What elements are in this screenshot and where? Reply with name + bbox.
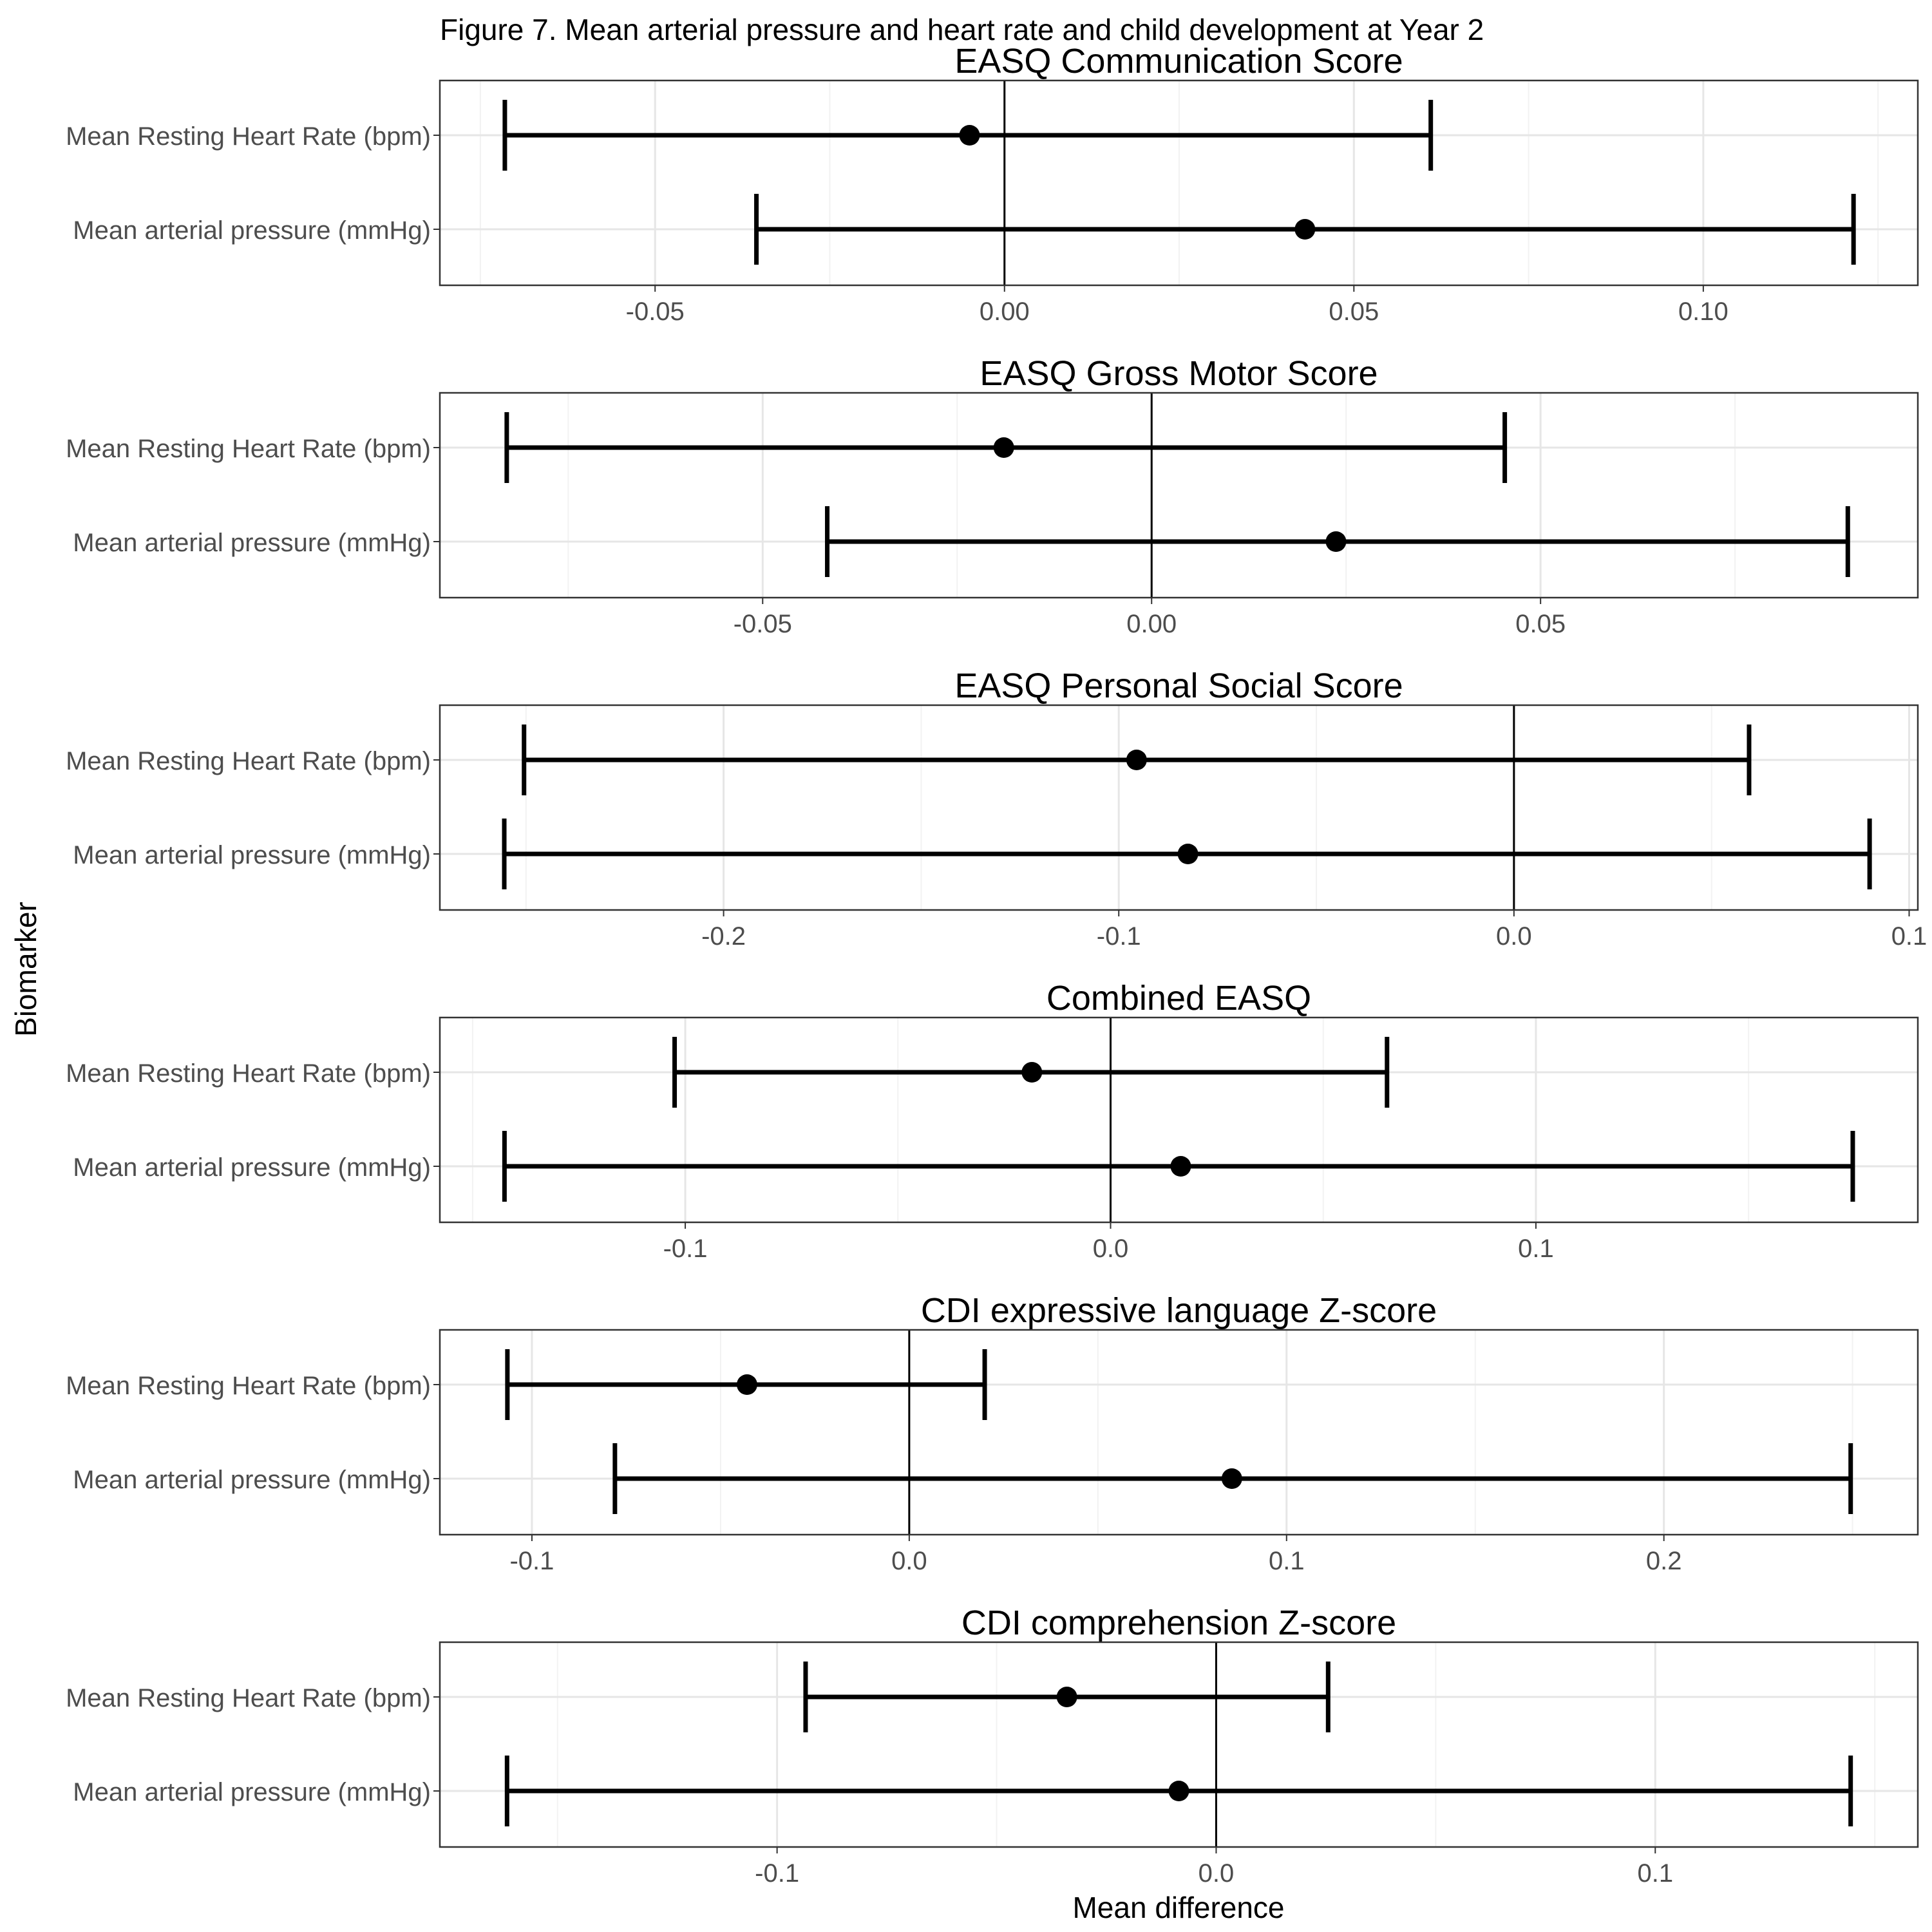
point-estimate: [1177, 844, 1198, 864]
panel-stack: EASQ Communication Score Mean Resting Hea…: [66, 42, 1927, 1888]
y-axis-title: Biomarker: [9, 902, 43, 1037]
category-label: Mean arterial pressure (mmHg): [73, 216, 431, 245]
panel-title: EASQ Personal Social Score: [954, 667, 1403, 705]
point-estimate: [1325, 531, 1347, 552]
category-label: Mean arterial pressure (mmHg): [73, 1466, 431, 1494]
point-estimate: [1221, 1468, 1242, 1489]
point-estimate: [959, 125, 980, 146]
x-tick-label: 0.0: [1093, 1235, 1129, 1263]
x-tick-label: -0.2: [701, 922, 746, 951]
point-estimate: [993, 437, 1014, 458]
x-tick-label: 0.1: [1269, 1547, 1305, 1575]
x-tick-label: 0.2: [1646, 1547, 1682, 1575]
x-tick-label: 0.10: [1678, 298, 1728, 326]
x-tick-label: 0.05: [1329, 298, 1379, 326]
x-tick-label: 0.05: [1515, 610, 1566, 638]
point-estimate: [1021, 1062, 1043, 1083]
category-label: Mean arterial pressure (mmHg): [73, 841, 431, 869]
x-tick-label: 0.00: [980, 298, 1030, 326]
forest-panel: Combined EASQ Mean Resting Heart Rate (bp…: [66, 979, 1919, 1263]
panel-title: EASQ Gross Motor Score: [980, 354, 1378, 393]
panel-border: [439, 1641, 1919, 1848]
forest-panel: EASQ Personal Social Score Mean Resting H…: [66, 667, 1927, 951]
x-tick-label: -0.05: [626, 298, 685, 326]
category-label: Mean arterial pressure (mmHg): [73, 1153, 431, 1182]
category-label: Mean Resting Heart Rate (bpm): [66, 122, 431, 151]
forest-panel: EASQ Communication Score Mean Resting Hea…: [66, 42, 1919, 326]
point-estimate: [736, 1374, 757, 1395]
panel-border: [439, 704, 1919, 911]
category-label: Mean Resting Heart Rate (bpm): [66, 747, 431, 775]
x-axis-title: Mean difference: [1072, 1891, 1284, 1924]
category-label: Mean Resting Heart Rate (bpm): [66, 1372, 431, 1400]
x-tick-label: 0.1: [1891, 922, 1927, 951]
x-tick-label: 0.0: [1496, 922, 1532, 951]
panel-title: EASQ Communication Score: [954, 42, 1403, 80]
point-estimate: [1170, 1156, 1191, 1177]
panel-title: CDI expressive language Z-score: [921, 1291, 1437, 1330]
point-estimate: [1294, 219, 1316, 240]
point-estimate: [1168, 1781, 1189, 1801]
x-tick-label: -0.1: [509, 1547, 554, 1575]
x-tick-label: -0.1: [1097, 922, 1141, 951]
x-tick-label: -0.1: [755, 1859, 799, 1888]
panel-title: CDI comprehension Z-score: [961, 1604, 1396, 1642]
x-tick-label: 0.0: [891, 1547, 927, 1575]
x-tick-label: 0.0: [1198, 1859, 1235, 1888]
panel-border: [439, 1329, 1919, 1536]
x-tick-label: -0.05: [734, 610, 792, 638]
category-label: Mean arterial pressure (mmHg): [73, 1778, 431, 1806]
x-tick-label: 0.1: [1518, 1235, 1554, 1263]
panel-border: [439, 392, 1919, 599]
forest-panel: CDI comprehension Z-score Mean Resting He…: [66, 1604, 1919, 1888]
category-label: Mean Resting Heart Rate (bpm): [66, 1684, 431, 1712]
category-label: Mean Resting Heart Rate (bpm): [66, 1059, 431, 1088]
panel-title: Combined EASQ: [1046, 979, 1311, 1018]
figure-title: Figure 7. Mean arterial pressure and hea…: [440, 13, 1484, 46]
forest-panel: CDI expressive language Z-score Mean Rest…: [66, 1291, 1919, 1575]
panel-border: [439, 79, 1919, 287]
point-estimate: [1126, 750, 1147, 770]
category-label: Mean Resting Heart Rate (bpm): [66, 435, 431, 463]
point-estimate: [1056, 1687, 1077, 1707]
forest-panel: EASQ Gross Motor Score Mean Resting Heart…: [66, 354, 1919, 638]
category-label: Mean arterial pressure (mmHg): [73, 529, 431, 557]
x-tick-label: 0.00: [1126, 610, 1177, 638]
x-tick-label: -0.1: [663, 1235, 708, 1263]
x-tick-label: 0.1: [1637, 1859, 1673, 1888]
panel-border: [439, 1016, 1919, 1224]
